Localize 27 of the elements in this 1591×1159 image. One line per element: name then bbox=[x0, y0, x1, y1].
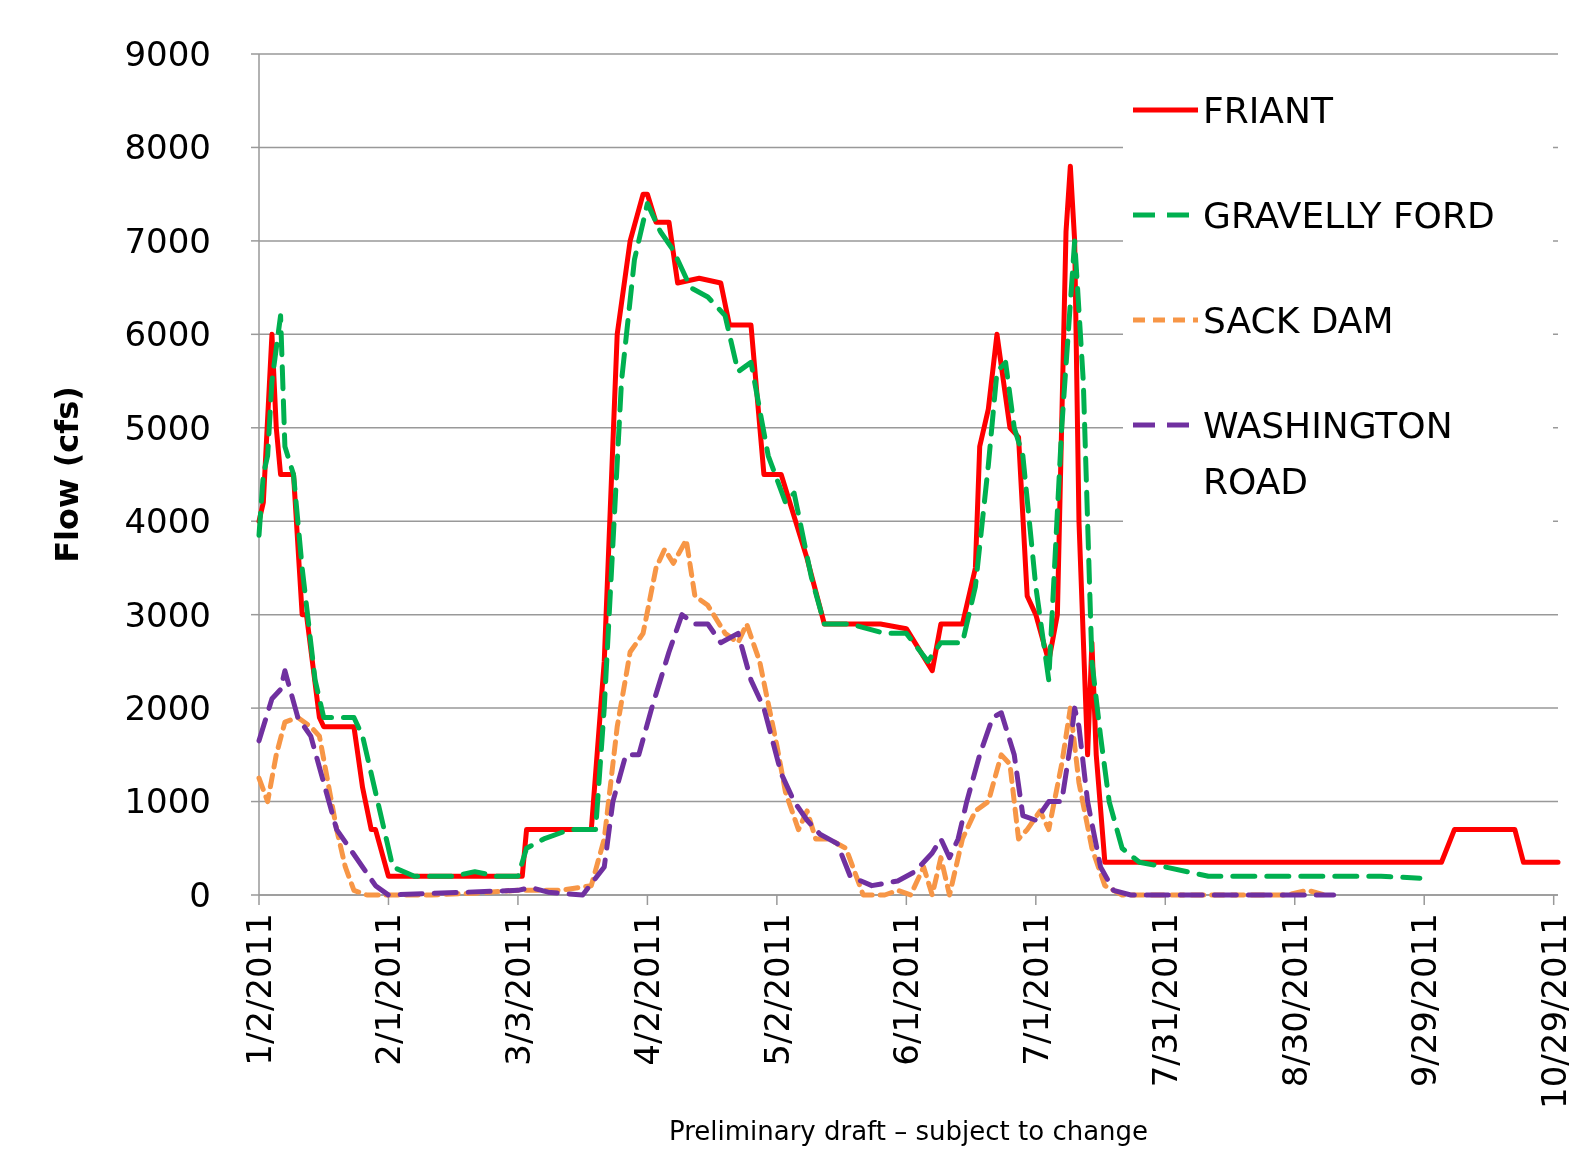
x-tick-label: 2/1/2011 bbox=[368, 913, 409, 1066]
y-axis-title: Flow (cfs) bbox=[48, 386, 86, 563]
x-tick-label: 8/30/2011 bbox=[1274, 913, 1315, 1088]
legend-label: WASHINGTON ROAD bbox=[1203, 404, 1453, 502]
x-tick-label: 7/1/2011 bbox=[1015, 913, 1056, 1066]
x-tick-label: 3/3/2011 bbox=[497, 913, 538, 1066]
text: Preliminary draft – subject to change bbox=[668, 1116, 1149, 1146]
y-tick-label: 6000 bbox=[124, 314, 211, 355]
legend-label: GRAVELLY FORD bbox=[1203, 194, 1495, 236]
y-tick-label: 3000 bbox=[124, 594, 211, 635]
x-tick-label: 6/1/2011 bbox=[886, 913, 927, 1066]
x-tick-label: 10/29/2011 bbox=[1533, 913, 1574, 1109]
legend-label: FRIANT bbox=[1203, 89, 1334, 131]
x-tick-label: 1/2/2011 bbox=[238, 913, 279, 1066]
y-tick-label: 5000 bbox=[124, 407, 211, 448]
y-tick-label: 2000 bbox=[124, 688, 211, 729]
x-tick-label: 5/2/2011 bbox=[756, 913, 797, 1066]
x-tick-label: 7/31/2011 bbox=[1145, 913, 1186, 1088]
y-tick-label: 4000 bbox=[124, 501, 211, 542]
y-tick-label: 8000 bbox=[124, 127, 211, 168]
x-tick-label: 9/29/2011 bbox=[1404, 913, 1445, 1088]
legend-label: SACK DAM bbox=[1203, 299, 1394, 341]
y-tick-label: 9000 bbox=[124, 33, 211, 74]
y-tick-label: 0 bbox=[189, 874, 211, 915]
y-tick-label: 7000 bbox=[124, 220, 211, 261]
y-tick-label: 1000 bbox=[124, 781, 211, 822]
x-tick-label: 4/2/2011 bbox=[627, 913, 668, 1066]
